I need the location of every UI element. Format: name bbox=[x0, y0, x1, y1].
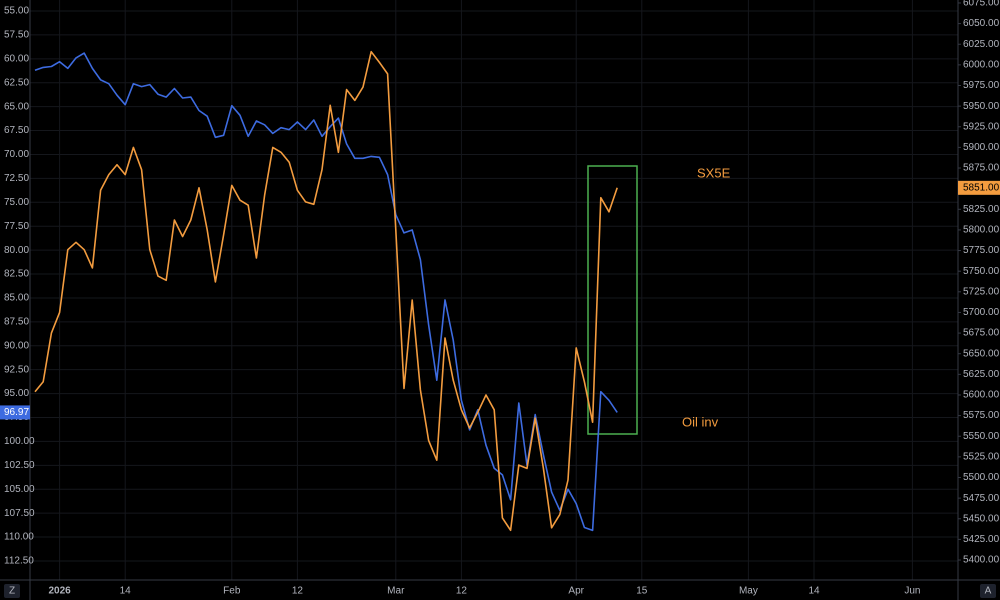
y2-tick-label: 6075.00 bbox=[963, 0, 1000, 9]
y2-tick-label: 5675.00 bbox=[963, 328, 1000, 339]
y-tick-label: 95.00 bbox=[4, 388, 29, 399]
y2-tick-label: 5800.00 bbox=[963, 225, 1000, 236]
y2-tick-label: 5900.00 bbox=[963, 142, 1000, 153]
y-tick-label: 100.00 bbox=[4, 436, 35, 447]
y2-tick-label: 5650.00 bbox=[963, 348, 1000, 359]
y2-tick-label: 5450.00 bbox=[963, 513, 1000, 524]
y2-tick-label: 5575.00 bbox=[963, 410, 1000, 421]
y2-tick-label: 5625.00 bbox=[963, 369, 1000, 380]
price-tag-label: 96.97 bbox=[4, 407, 29, 418]
y2-tick-label: 5550.00 bbox=[963, 431, 1000, 442]
y2-tick-label: 5725.00 bbox=[963, 286, 1000, 297]
x-tick-label: 14 bbox=[808, 586, 820, 597]
control-label[interactable]: Z bbox=[9, 586, 15, 597]
series-label: SX5E bbox=[697, 165, 731, 180]
y2-tick-label: 5825.00 bbox=[963, 204, 1000, 215]
y2-tick-label: 5425.00 bbox=[963, 534, 1000, 545]
y2-tick-label: 5700.00 bbox=[963, 307, 1000, 318]
y2-tick-label: 6050.00 bbox=[963, 18, 1000, 29]
y-tick-label: 85.00 bbox=[4, 293, 29, 304]
y-tick-label: 92.50 bbox=[4, 364, 29, 375]
y-tick-label: 60.00 bbox=[4, 53, 29, 64]
y-tick-label: 62.50 bbox=[4, 77, 29, 88]
y2-tick-label: 6000.00 bbox=[963, 60, 1000, 71]
plot: Oil inv SX5E bbox=[34, 50, 731, 532]
y2-tick-label: 5875.00 bbox=[963, 163, 1000, 174]
y-tick-label: 112.50 bbox=[4, 556, 34, 567]
price-tag bbox=[0, 405, 30, 420]
y2-tick-label: 5750.00 bbox=[963, 266, 1000, 277]
y-tick-label: 107.50 bbox=[4, 508, 35, 519]
x-tick-label: May bbox=[739, 586, 758, 597]
y2-tick-label: 5525.00 bbox=[963, 452, 1000, 463]
x-tick-label: 12 bbox=[292, 586, 304, 597]
y2-tick-label: 5600.00 bbox=[963, 390, 1000, 401]
x-tick-label: Feb bbox=[223, 586, 241, 597]
y-tick-label: 57.50 bbox=[4, 30, 29, 41]
y-tick-label: 102.50 bbox=[4, 460, 35, 471]
control-label[interactable]: A bbox=[985, 586, 992, 597]
y-tick-label: 87.50 bbox=[4, 316, 29, 327]
y-tick-label: 105.00 bbox=[4, 484, 35, 495]
x-tick-label: 15 bbox=[636, 586, 648, 597]
y-tick-label: 72.50 bbox=[4, 173, 29, 184]
y-tick-label: 110.00 bbox=[4, 532, 34, 543]
y2-tick-label: 6025.00 bbox=[963, 39, 1000, 50]
x-tick-label: 14 bbox=[120, 586, 132, 597]
highlight-box bbox=[587, 165, 638, 435]
y-tick-label: 67.50 bbox=[4, 125, 29, 136]
x-tick-label: Apr bbox=[568, 586, 584, 597]
y2-tick-label: 5975.00 bbox=[963, 80, 1000, 91]
price-tag-label: 5851.00 bbox=[963, 182, 1000, 193]
price-tag bbox=[958, 180, 1000, 195]
y2-tick-label: 5925.00 bbox=[963, 121, 1000, 132]
y2-tick-label: 5400.00 bbox=[963, 555, 1000, 566]
series-line bbox=[34, 50, 618, 532]
y-tick-label: 80.00 bbox=[4, 245, 29, 256]
control-button[interactable] bbox=[980, 584, 996, 598]
y-tick-label: 82.50 bbox=[4, 269, 29, 280]
x-tick-label: 12 bbox=[456, 586, 468, 597]
y2-tick-label: 5500.00 bbox=[963, 472, 1000, 483]
y2-tick-label: 5475.00 bbox=[963, 493, 1000, 504]
control-button[interactable] bbox=[4, 584, 20, 598]
y-tick-label: 75.00 bbox=[4, 197, 29, 208]
y-tick-label: 70.00 bbox=[4, 149, 29, 160]
y2-tick-label: 5775.00 bbox=[963, 245, 1000, 256]
y-tick-label: 55.00 bbox=[4, 6, 29, 17]
y-tick-label: 90.00 bbox=[4, 340, 29, 351]
series-label: Oil inv bbox=[682, 414, 719, 429]
y-tick-label: 65.00 bbox=[4, 101, 29, 112]
y-tick-label: 77.50 bbox=[4, 221, 29, 232]
x-tick-label: Jun bbox=[904, 586, 920, 597]
x-tick-label: 2026 bbox=[48, 586, 71, 597]
y2-tick-label: 5950.00 bbox=[963, 101, 1000, 112]
x-tick-label: Mar bbox=[387, 586, 405, 597]
